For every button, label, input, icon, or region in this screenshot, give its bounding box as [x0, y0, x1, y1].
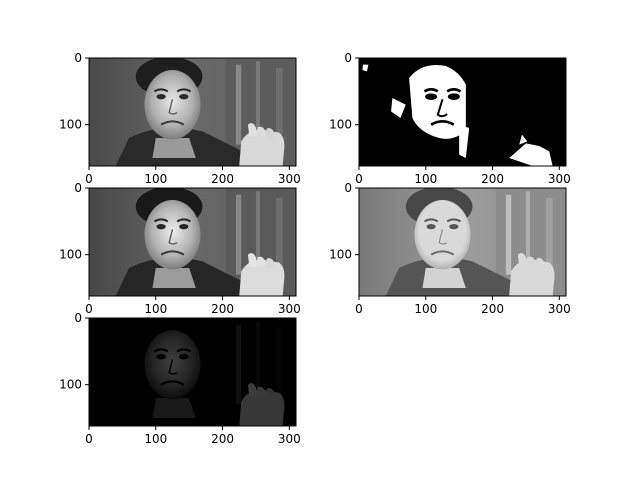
image-binary-threshold: [359, 58, 566, 166]
y-tick-label: 0: [74, 181, 82, 195]
x-tick-label: 300: [548, 302, 571, 316]
x-tick-label: 100: [144, 432, 167, 446]
y-tick-label: 0: [344, 51, 352, 65]
image-grayscale: [89, 58, 296, 166]
axes-frame: [88, 187, 297, 297]
x-tick-label: 200: [481, 172, 504, 186]
y-tick-label: 100: [59, 248, 82, 262]
x-tick-label: 100: [414, 172, 437, 186]
subplot-2: 0 100 200 300 0 100: [329, 51, 571, 186]
y-tick-label: 100: [329, 248, 352, 262]
x-tick-label: 0: [355, 172, 363, 186]
x-tick-label: 100: [414, 302, 437, 316]
x-tick-label: 100: [144, 172, 167, 186]
x-tick-label: 0: [85, 172, 93, 186]
x-tick-label: 100: [144, 302, 167, 316]
y-tick-label: 100: [59, 118, 82, 132]
y-tick-label: 0: [344, 181, 352, 195]
x-tick-label: 0: [85, 432, 93, 446]
subplot-1: 0 100 200 300 0 100: [59, 51, 301, 186]
x-tick-label: 300: [278, 302, 301, 316]
x-tick-label: 300: [278, 432, 301, 446]
y-tick-label: 100: [329, 118, 352, 132]
x-tick-label: 300: [548, 172, 571, 186]
x-tick-label: 0: [355, 302, 363, 316]
x-tick-label: 200: [481, 302, 504, 316]
image-grayscale-enhanced: [89, 188, 296, 296]
x-tick-label: 200: [211, 432, 234, 446]
image-darkened: [89, 318, 296, 426]
axes-frame: [88, 317, 297, 427]
subplot-4: 0 100 200 300 0 100: [329, 181, 571, 316]
axes-frame: [358, 57, 567, 167]
axes-frame: [88, 57, 297, 167]
y-tick-label: 0: [74, 51, 82, 65]
y-tick-label: 0: [74, 311, 82, 325]
subplot-5: 0 100 200 300 0 100: [59, 311, 301, 446]
subplot-3: 0 100 200 300 0 100: [59, 181, 301, 316]
y-tick-label: 100: [59, 378, 82, 392]
x-tick-label: 200: [211, 172, 234, 186]
image-brightened: [359, 188, 566, 296]
x-tick-label: 300: [278, 172, 301, 186]
x-tick-label: 0: [85, 302, 93, 316]
axes-frame: [358, 187, 567, 297]
x-tick-label: 200: [211, 302, 234, 316]
